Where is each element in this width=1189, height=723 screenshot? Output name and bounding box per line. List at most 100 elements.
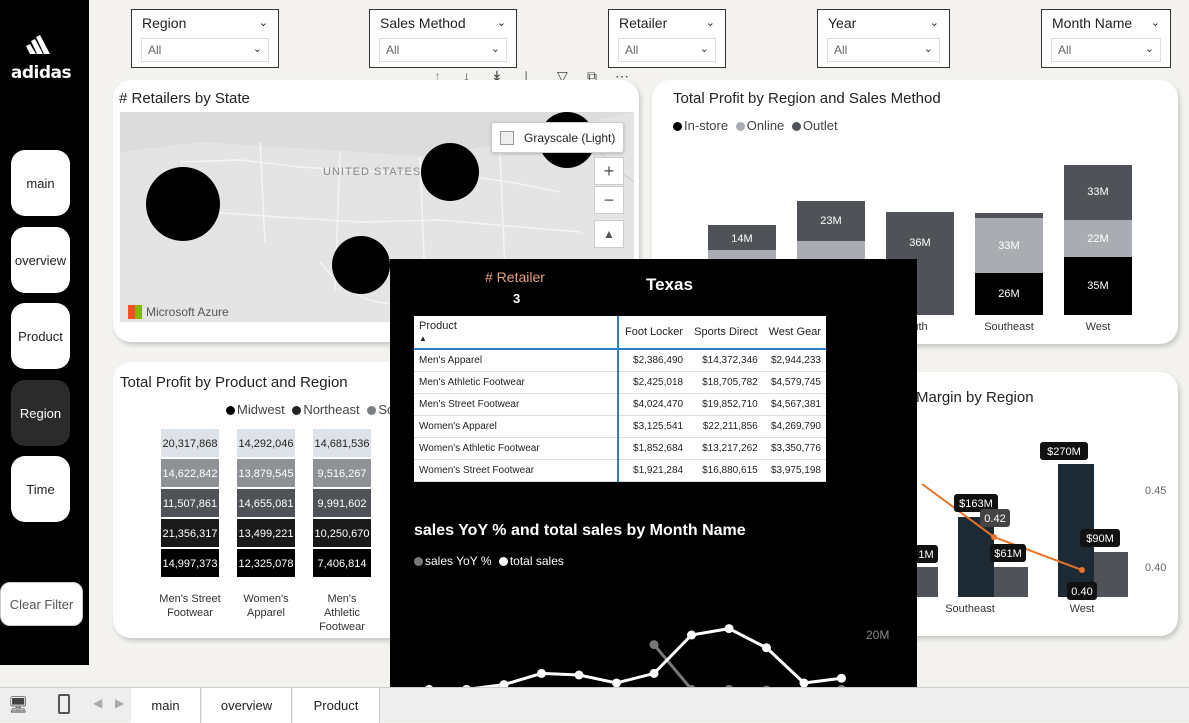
chevron-down-icon[interactable]: ⌄ <box>496 17 506 29</box>
prev-page-icon[interactable]: ◀ <box>93 696 103 710</box>
state-bubble[interactable] <box>421 143 479 201</box>
next-page-icon[interactable]: ▶ <box>115 696 125 710</box>
table-row[interactable]: Men's Athletic Footwear $2,425,018 $18,705… <box>414 371 826 394</box>
nav-product-button[interactable]: Product <box>11 303 70 369</box>
zoom-in-button[interactable]: + <box>594 157 624 185</box>
data-point[interactable] <box>799 678 809 688</box>
bar[interactable] <box>958 517 994 597</box>
column-header[interactable]: Sports Direct <box>688 316 763 350</box>
nav-region-button[interactable]: Region <box>11 380 70 446</box>
desktop-view-icon[interactable]: 🖥 <box>8 697 29 714</box>
bar-segment[interactable] <box>237 549 295 577</box>
line-point[interactable] <box>991 534 997 540</box>
bar[interactable] <box>975 273 1043 315</box>
bar[interactable] <box>797 201 865 241</box>
sales-method-slicer[interactable]: Sales Method ⌄ All ⌄ <box>369 9 517 68</box>
bar-segment[interactable] <box>237 429 295 457</box>
retailer-dropdown[interactable]: All ⌄ <box>618 38 716 62</box>
data-point[interactable] <box>837 673 846 683</box>
clear-filter-button[interactable]: Clear Filter <box>0 582 83 626</box>
bar-segment[interactable] <box>161 459 219 487</box>
brand-name: adidas <box>10 63 72 83</box>
bar-segment[interactable] <box>161 549 219 577</box>
nav-label: Product <box>18 328 63 344</box>
drill-down-icon[interactable]: ↓ <box>463 68 470 84</box>
bar[interactable] <box>994 567 1028 597</box>
state-name: Texas <box>646 275 693 294</box>
bar-segment[interactable] <box>313 489 371 517</box>
data-point[interactable] <box>687 630 696 640</box>
table-row[interactable]: Women's Athletic Footwear $1,852,684 $13,2… <box>414 437 826 460</box>
focus-mode-icon[interactable]: ⧉ <box>587 68 597 84</box>
filter-icon[interactable]: ▽ <box>557 68 568 84</box>
bar[interactable] <box>975 213 1043 218</box>
mobile-view-icon[interactable] <box>58 694 70 714</box>
bar-segment[interactable] <box>161 489 219 517</box>
data-point[interactable] <box>762 643 771 653</box>
nav-overview-button[interactable]: overview <box>11 227 70 293</box>
month-name-dropdown[interactable]: All ⌄ <box>1051 38 1161 62</box>
bar-segment[interactable] <box>313 459 371 487</box>
data-point[interactable] <box>499 680 509 690</box>
bar-segment[interactable] <box>237 519 295 547</box>
tab-overview[interactable]: overview <box>202 688 292 723</box>
data-point[interactable] <box>574 670 584 680</box>
chevron-down-icon[interactable]: ⌄ <box>258 17 268 29</box>
line-chart-title: sales YoY % and total sales by Month Nam… <box>414 522 746 539</box>
month-name-slicer[interactable]: Month Name ⌄ All ⌄ <box>1041 9 1171 68</box>
tab-main[interactable]: main <box>131 688 201 723</box>
bar-segment[interactable] <box>161 429 219 457</box>
line-point[interactable] <box>1079 567 1085 573</box>
bar-segment[interactable] <box>313 549 371 577</box>
bar-segment[interactable] <box>313 519 371 547</box>
tab-product[interactable]: Product <box>293 688 380 723</box>
state-bubble[interactable] <box>332 236 390 294</box>
bar[interactable] <box>975 218 1043 273</box>
bar[interactable] <box>1094 552 1128 597</box>
retailers-map[interactable]: UNITED STATES Grayscale (Light) + − ▲ Mi… <box>120 112 634 322</box>
label-bg <box>990 544 1026 562</box>
bar-segment[interactable] <box>161 519 219 547</box>
bar[interactable] <box>1064 257 1132 315</box>
data-point[interactable] <box>537 668 546 678</box>
year-dropdown[interactable]: All ⌄ <box>827 38 940 62</box>
region-dropdown[interactable]: All ⌄ <box>141 38 269 62</box>
data-point[interactable] <box>612 678 621 688</box>
table-row[interactable]: Men's Apparel $2,386,490 $14,372,346 $2,944… <box>414 349 826 372</box>
tilt-icon[interactable]: ▲ <box>594 220 624 248</box>
legend-swatch <box>791 122 801 131</box>
year-slicer[interactable]: Year ⌄ All ⌄ <box>817 9 950 68</box>
column-header[interactable]: Product ▲ <box>414 316 619 350</box>
nav-time-button[interactable]: Time <box>11 456 70 522</box>
bar-value-label: 13,499,221 <box>238 528 293 540</box>
table-cell: $2,944,233 <box>762 349 826 372</box>
table-row[interactable]: Women's Street Footwear $1,921,284 $16,880… <box>414 459 826 482</box>
legend-swatch <box>367 406 377 415</box>
bar[interactable] <box>1064 165 1132 220</box>
bar-segment[interactable] <box>237 459 295 487</box>
table-row[interactable]: Men's Street Footwear $4,024,470 $19,852,7… <box>414 393 826 416</box>
bar-value-label: 10,250,670 <box>314 528 369 540</box>
data-point[interactable] <box>724 624 734 634</box>
chevron-down-icon[interactable]: ⌄ <box>1150 17 1160 29</box>
retailer-slicer[interactable]: Retailer ⌄ All ⌄ <box>608 9 726 68</box>
column-header[interactable]: West Gear <box>762 316 826 350</box>
zoom-out-button[interactable]: − <box>594 186 624 214</box>
data-point[interactable] <box>649 668 659 678</box>
sales-method-dropdown[interactable]: All ⌄ <box>379 38 507 62</box>
bar-label: 26M <box>998 288 1019 300</box>
region-slicer[interactable]: Region ⌄ All ⌄ <box>131 9 279 68</box>
table-row[interactable]: Women's Apparel $3,125,541 $22,211,856 $4,2… <box>414 415 826 438</box>
column-header[interactable]: Foot Locker <box>618 316 689 350</box>
map-style-selector[interactable]: Grayscale (Light) <box>491 122 624 153</box>
chevron-down-icon[interactable]: ⌄ <box>929 17 939 29</box>
bar[interactable] <box>1064 220 1132 257</box>
nav-main-button[interactable]: main <box>11 150 70 216</box>
data-point[interactable] <box>649 640 659 650</box>
state-bubble[interactable] <box>146 167 220 241</box>
drill-up-icon[interactable]: ↑ <box>434 68 441 84</box>
bar-segment[interactable] <box>313 429 371 457</box>
bar-segment[interactable] <box>237 489 295 517</box>
expand-all-icon[interactable]: ↡ <box>491 68 503 84</box>
chevron-down-icon[interactable]: ⌄ <box>705 17 715 29</box>
